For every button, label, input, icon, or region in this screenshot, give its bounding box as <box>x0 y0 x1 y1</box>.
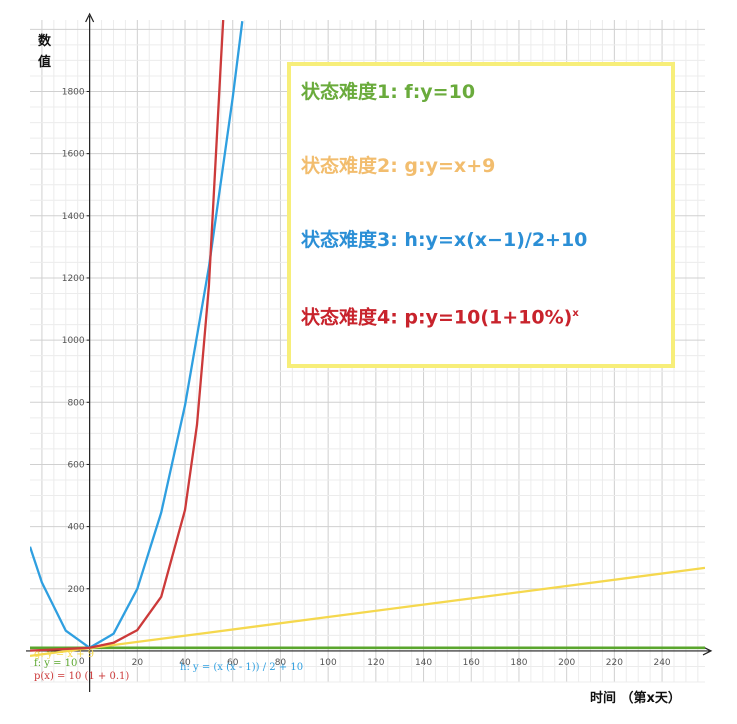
x-tick-label: 180 <box>510 658 527 668</box>
function-labels: g: y = x + 9f: y = 10 h: y = (x (x - 1)) … <box>34 649 303 682</box>
x-axis-arrow <box>702 646 713 656</box>
x-axis-title: 时间 （第x天） <box>590 690 681 706</box>
legend-item-4: 状态难度4: p:y=10(1+10%)x <box>301 302 671 329</box>
x-tick-label: 200 <box>558 658 575 668</box>
y-axis-title-top: 数 <box>38 33 52 49</box>
function-label-f: f: y = 10 <box>34 658 77 669</box>
legend-item-text: 状态难度4: p:y=10(1+10%) <box>301 306 573 329</box>
legend-item-3: 状态难度3: h:y=x(x−1)/2+10 <box>301 228 671 252</box>
x-tick-label: 40 <box>179 658 191 668</box>
x-tick-label: 60 <box>227 658 239 668</box>
legend-item-text: 状态难度3: h:y=x(x−1)/2+10 <box>301 229 588 251</box>
function-label-g: g: y = x + 9 <box>34 649 94 660</box>
series-line-p <box>30 20 225 652</box>
x-tick-label: 140 <box>415 658 432 668</box>
x-tick-label: 120 <box>367 658 384 668</box>
y-tick-label: 600 <box>67 460 84 470</box>
y-tick-label: 1000 <box>62 336 85 346</box>
function-label-h: h: y = (x (x - 1)) / 2 + 10 <box>180 662 303 673</box>
x-tick-label: 160 <box>463 658 480 668</box>
y-tick-label: 200 <box>67 585 84 595</box>
function-label-p: p(x) = 10 (1 + 0.1) <box>34 671 129 682</box>
legend-box: 状态难度1: f:y=10 状态难度2: g:y=x+9 状态难度3: h:y=x(… <box>287 62 675 368</box>
y-tick-label: 1400 <box>62 212 85 222</box>
legend-item-text: 状态难度1: f:y=10 <box>301 81 476 103</box>
y-tick-label: 400 <box>67 523 84 533</box>
origin-label: 0 <box>79 657 85 667</box>
y-tick-label: 1200 <box>62 274 85 284</box>
legend-superscript: x <box>572 308 579 319</box>
y-tick-label: 1600 <box>62 150 85 160</box>
y-tick-label: 1800 <box>62 87 85 97</box>
x-tick-label: 240 <box>653 658 670 668</box>
y-tick-label: 800 <box>67 398 84 408</box>
axes <box>26 12 713 692</box>
legend-item-text: 状态难度2: g:y=x+9 <box>301 155 496 177</box>
tick-labels: 20 40 60 80 100 120 140 160 180 200 220 240 200 400 60… <box>62 87 671 667</box>
legend-item-2: 状态难度2: g:y=x+9 <box>301 154 671 178</box>
x-tick-label: 100 <box>320 658 337 668</box>
y-axis-title-bottom: 值 <box>38 54 51 70</box>
x-tick-label: 80 <box>275 658 287 668</box>
series-line-g <box>30 566 705 658</box>
series-line-h <box>30 21 244 649</box>
series-lines <box>30 20 705 658</box>
y-axis-arrow <box>85 12 95 23</box>
x-tick-label: 220 <box>606 658 623 668</box>
legend-item-1: 状态难度1: f:y=10 <box>301 80 671 104</box>
x-tick-label: 20 <box>132 658 144 668</box>
